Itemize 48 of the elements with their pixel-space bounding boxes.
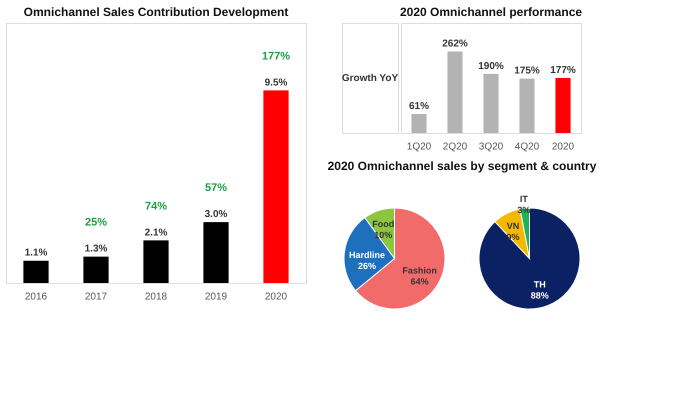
x-tick-label: 1Q20	[406, 142, 432, 152]
x-tick-label: 3Q20	[478, 142, 504, 152]
data-label: 190%	[478, 60, 504, 72]
bar	[447, 52, 463, 133]
pie-slice	[478, 208, 580, 310]
data-label: 2.1%	[144, 227, 168, 238]
slice-label: Hardline	[348, 250, 385, 260]
slice-label: Food	[372, 218, 394, 229]
bar	[23, 260, 49, 283]
chart-title: 2020 Omnichannel performance	[400, 5, 582, 19]
data-label: 9.5%	[264, 77, 288, 88]
x-tick-label: 2Q20	[442, 142, 468, 152]
slice-label: IT	[520, 194, 528, 204]
data-label: 64%	[410, 276, 429, 286]
chart-title: 2020 Omnichannel sales by segment & country	[328, 159, 597, 174]
bar	[83, 256, 109, 283]
data-label: 177%	[550, 64, 576, 76]
data-label: 88%	[530, 290, 549, 300]
x-tick-label: 2020	[552, 142, 575, 152]
bar	[411, 114, 427, 133]
bar	[483, 74, 499, 133]
bar	[203, 222, 229, 283]
bar	[143, 240, 169, 283]
x-tick-label: 2017	[84, 292, 108, 302]
bar	[263, 90, 289, 283]
data-label: 1.1%	[24, 248, 48, 259]
data-label: 1.3%	[84, 244, 108, 255]
x-tick-label: 4Q20	[514, 142, 540, 152]
x-tick-label: 2016	[24, 292, 48, 302]
data-label: 26%	[358, 261, 376, 272]
bar	[555, 78, 571, 133]
x-tick-label: 2019	[204, 292, 228, 302]
data-label: 61%	[408, 101, 430, 112]
annotation: 25%	[84, 216, 108, 229]
text: 177%	[262, 50, 290, 62]
slice-label: Fashion	[402, 265, 437, 276]
data-label: 175%	[514, 66, 540, 77]
slice-label: TH	[534, 279, 546, 290]
x-tick-label: 2018	[144, 292, 168, 302]
text: Growth YoY	[342, 73, 398, 84]
data-label: 3.0%	[204, 209, 228, 220]
chart-title: Omnichannel Sales Contribution Development	[24, 5, 288, 19]
bar	[519, 78, 535, 133]
slice-label: VN	[506, 221, 520, 232]
annotation: 57%	[204, 182, 228, 194]
x-tick-label: 2020	[264, 292, 288, 302]
data-label: 262%	[442, 38, 468, 50]
annotation: 74%	[144, 200, 168, 212]
